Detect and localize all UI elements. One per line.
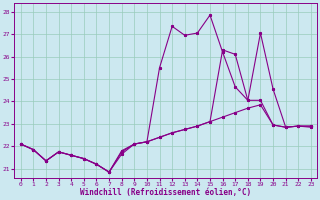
X-axis label: Windchill (Refroidissement éolien,°C): Windchill (Refroidissement éolien,°C) — [80, 188, 252, 197]
